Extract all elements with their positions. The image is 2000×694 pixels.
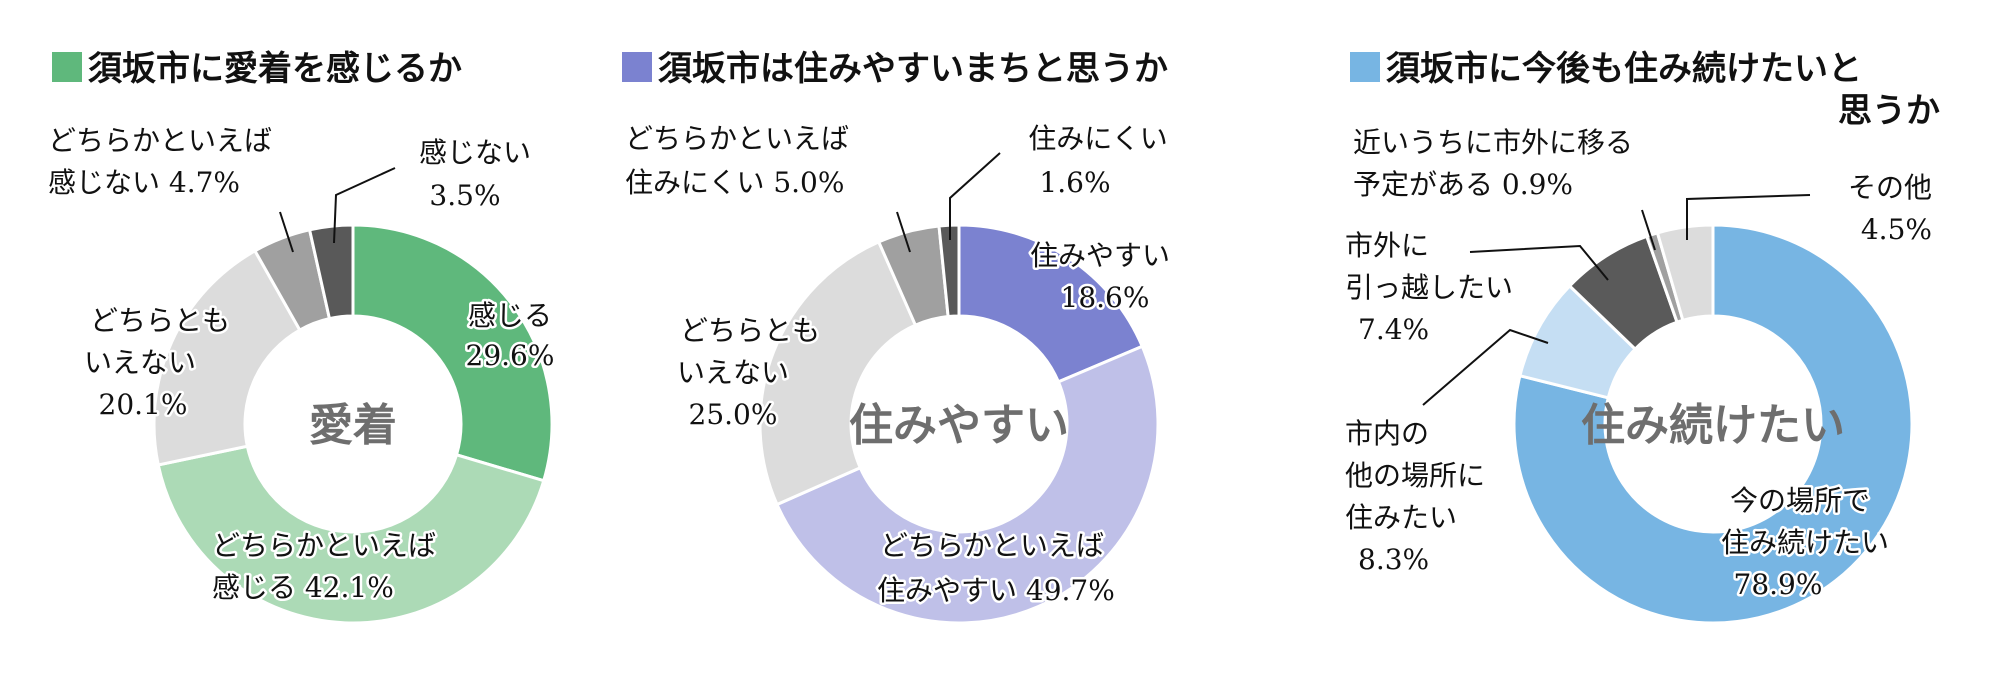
- data-label: 29.6%: [466, 339, 555, 372]
- data-label: 市外に: [1345, 229, 1429, 262]
- chart-title: 須坂市に今後も住み続けたいと: [1386, 49, 1862, 89]
- donut-slice: [758, 239, 918, 507]
- data-label: 住みたい: [1345, 501, 1457, 534]
- data-label: 感じない: [419, 136, 531, 169]
- data-label: 他の場所に: [1345, 459, 1485, 492]
- center-label: 愛着: [309, 400, 397, 451]
- data-label: 1.6%: [1039, 166, 1110, 199]
- chart-title: 須坂市は住みやすいまちと思うか: [658, 49, 1168, 89]
- donut-slice: [937, 223, 961, 319]
- data-label: 近いうちに市外に移る: [1353, 126, 1633, 159]
- data-label: 予定がある 0.9%: [1353, 168, 1573, 201]
- data-label: 3.5%: [429, 179, 500, 212]
- chart-livability: 須坂市は住みやすいまちと思うか 住みやすい 住みやすい 18.6% どちらかとい…: [622, 49, 1173, 625]
- data-label: 今の場所で: [1730, 484, 1870, 517]
- data-label: その他: [1848, 171, 1932, 204]
- data-label: 住みやすい: [1030, 239, 1170, 272]
- leader-line: [1422, 328, 1549, 406]
- data-label: 住みにくい 5.0%: [625, 166, 844, 199]
- data-label: 感じる 42.1%: [212, 571, 394, 604]
- donut: [152, 223, 554, 625]
- data-label: 20.1%: [99, 388, 188, 421]
- data-label: 4.5%: [1861, 213, 1932, 246]
- data-label: どちらかといえば: [880, 529, 1104, 562]
- center-label: 住み続けたい: [1581, 400, 1845, 451]
- chart-attachment: 須坂市に愛着を感じるか 愛着 感じる 29.6% どちらかといえば 感じる 42…: [46, 49, 557, 625]
- chart-title: 思うか: [1838, 91, 1940, 131]
- leader-line: [333, 167, 396, 244]
- title-marker: [52, 52, 82, 82]
- chart-title: 須坂市に愛着を感じるか: [88, 49, 462, 89]
- data-label: 住みやすい 49.7%: [877, 574, 1115, 607]
- data-label: どちらとも: [680, 314, 820, 347]
- data-label: 18.6%: [1061, 281, 1150, 314]
- leader-line: [1686, 194, 1811, 240]
- donut-slice: [775, 344, 1160, 625]
- leader-line: [949, 152, 1001, 240]
- title-marker: [622, 52, 652, 82]
- data-label: いえない: [84, 346, 196, 379]
- data-label: 市内の: [1345, 417, 1429, 450]
- leader-line: [279, 211, 294, 253]
- donut: [758, 223, 1160, 625]
- donut-slice: [1512, 223, 1914, 625]
- leader-line: [1469, 244, 1609, 281]
- data-label: 引っ越したい: [1345, 271, 1513, 304]
- data-label: 住み続けたい: [1721, 526, 1889, 559]
- data-label: 住みにくい: [1028, 122, 1167, 155]
- donut-slice: [957, 223, 1145, 384]
- donut-slice: [152, 248, 302, 467]
- donut-slice: [1655, 223, 1715, 323]
- data-label: いえない: [677, 356, 789, 389]
- title-marker: [1350, 52, 1380, 82]
- chart-continue-living: 須坂市に今後も住み続けたいと 思うか 住み続けたい 今の場所で 住み続けたい 7…: [1343, 49, 1940, 625]
- leader-line: [1641, 209, 1656, 251]
- data-label: どちらかといえば: [212, 529, 436, 562]
- center-label: 住みやすい: [849, 400, 1069, 451]
- donut-slice: [351, 223, 554, 483]
- leader-line: [896, 211, 911, 253]
- data-label: 感じない 4.7%: [48, 166, 240, 199]
- data-label: どちらかといえば: [625, 122, 849, 155]
- data-label: 7.4%: [1358, 313, 1429, 346]
- data-label: どちらかといえば: [48, 124, 272, 157]
- donut-slice: [307, 223, 355, 321]
- data-label: どちらとも: [90, 304, 230, 337]
- data-label: 25.0%: [689, 398, 778, 431]
- donut-slice: [156, 444, 546, 625]
- data-label: 感じる: [468, 299, 552, 332]
- data-label: 78.9%: [1734, 568, 1823, 601]
- data-label: 8.3%: [1358, 543, 1429, 576]
